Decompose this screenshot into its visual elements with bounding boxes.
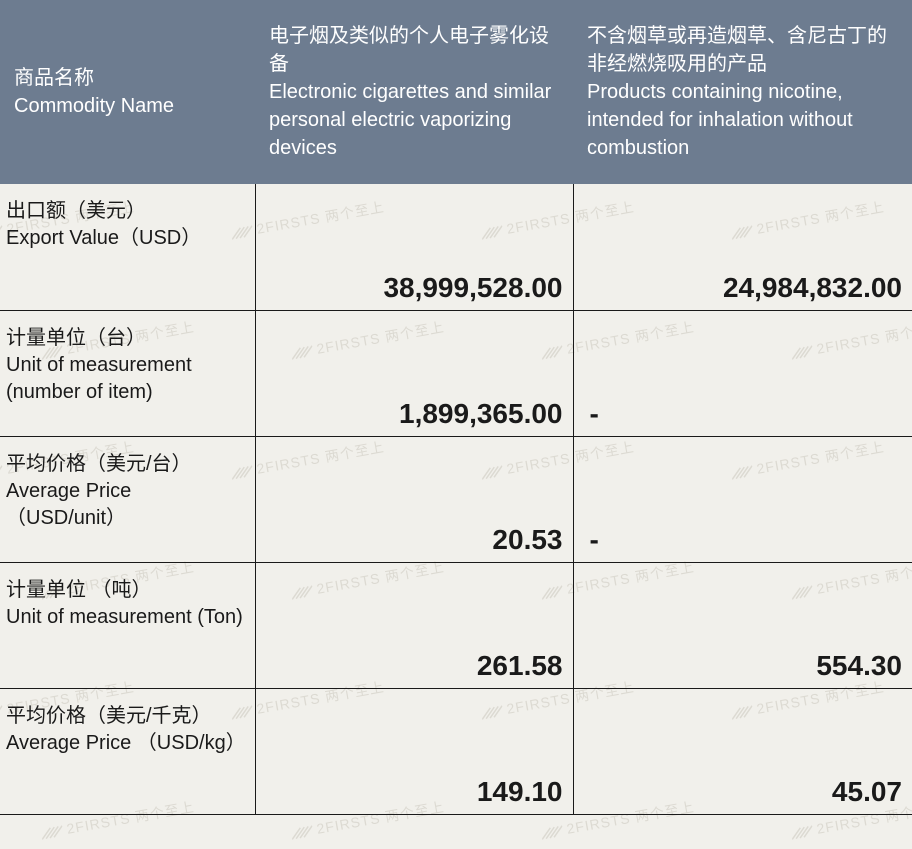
row-label-cn: 平均价格（美元/千克）	[6, 703, 245, 730]
table-body: 出口额（美元） Export Value（USD）38,999,528.0024…	[0, 184, 912, 814]
row-label-en: Unit of measurement (Ton)	[6, 604, 245, 631]
header-col2-cn: 不含烟草或再造烟草、含尼古丁的非经燃烧吸用的产品	[587, 22, 898, 78]
row-value-col2: -	[573, 436, 912, 562]
row-value-col1: 149.10	[255, 688, 573, 814]
table-row: 平均价格（美元/千克）Average Price （USD/kg）149.104…	[0, 688, 912, 814]
row-label-en: Average Price （USD/unit）	[6, 478, 245, 532]
table-header-row: 商品名称 Commodity Name 电子烟及类似的个人电子雾化设备 Elec…	[0, 0, 912, 184]
table-row: 计量单位（台）Unit of measurement (number of it…	[0, 310, 912, 436]
header-col1-cn: 电子烟及类似的个人电子雾化设备	[269, 22, 559, 78]
row-value-col1: 1,899,365.00	[255, 310, 573, 436]
row-label-cn: 计量单位（台）	[6, 325, 245, 352]
row-label-en: Average Price （USD/kg）	[6, 730, 245, 757]
row-label: 平均价格（美元/台）Average Price （USD/unit）	[0, 436, 255, 562]
row-value-col2: 24,984,832.00	[573, 184, 912, 310]
row-value-col2: 45.07	[573, 688, 912, 814]
table-row: 平均价格（美元/台）Average Price （USD/unit）20.53-	[0, 436, 912, 562]
row-label: 平均价格（美元/千克）Average Price （USD/kg）	[0, 688, 255, 814]
header-col0-en: Commodity Name	[14, 92, 241, 120]
table-row: 出口额（美元） Export Value（USD）38,999,528.0024…	[0, 184, 912, 310]
row-value-col2: -	[573, 310, 912, 436]
row-label: 计量单位 （吨）Unit of measurement (Ton)	[0, 562, 255, 688]
row-label: 计量单位（台）Unit of measurement (number of it…	[0, 310, 255, 436]
header-col2-en: Products containing nicotine, intended f…	[587, 78, 898, 162]
header-col0-cn: 商品名称	[14, 64, 241, 92]
row-label-en: Export Value（USD）	[6, 225, 245, 252]
row-label: 出口额（美元） Export Value（USD）	[0, 184, 255, 310]
table-row: 计量单位 （吨）Unit of measurement (Ton)261.585…	[0, 562, 912, 688]
row-label-cn: 计量单位 （吨）	[6, 577, 245, 604]
row-value-col1: 20.53	[255, 436, 573, 562]
header-nicotine-products: 不含烟草或再造烟草、含尼古丁的非经燃烧吸用的产品 Products contai…	[573, 0, 912, 184]
row-value-col1: 261.58	[255, 562, 573, 688]
row-label-en: Unit of measurement (number of item)	[6, 352, 245, 406]
export-data-table: 商品名称 Commodity Name 电子烟及类似的个人电子雾化设备 Elec…	[0, 0, 912, 815]
row-label-cn: 出口额（美元）	[6, 198, 245, 225]
row-label-cn: 平均价格（美元/台）	[6, 451, 245, 478]
row-value-col1: 38,999,528.00	[255, 184, 573, 310]
header-col1-en: Electronic cigarettes and similar person…	[269, 78, 559, 162]
row-value-col2: 554.30	[573, 562, 912, 688]
header-ecig-devices: 电子烟及类似的个人电子雾化设备 Electronic cigarettes an…	[255, 0, 573, 184]
header-commodity-name: 商品名称 Commodity Name	[0, 0, 255, 184]
